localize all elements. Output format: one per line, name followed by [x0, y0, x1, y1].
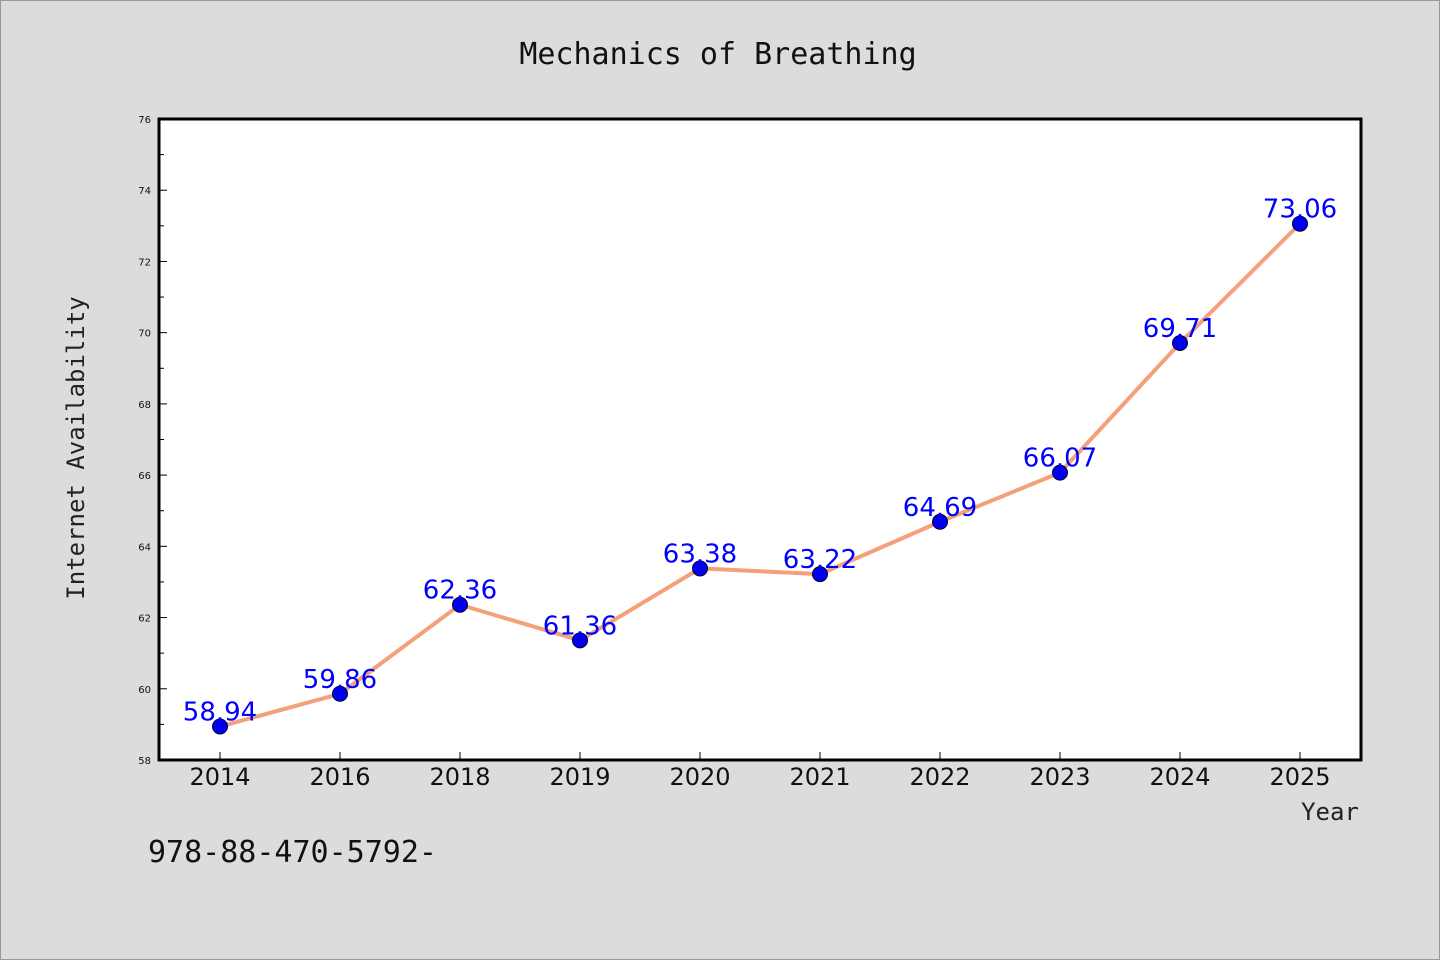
data-label: 63.22 [783, 545, 857, 575]
x-axis: 2014 2016 2018 2019 2020 2021 2022 2023 2024 2025 [189, 752, 1331, 791]
data-labels: 58.94 59.86 62.36 61.36 63.38 63.22 64.69 66.07… [183, 195, 1337, 728]
y-axis-label: Internet Availability [62, 296, 90, 599]
data-point [812, 566, 828, 583]
y-tick-label: 64 [138, 542, 151, 553]
data-point [932, 513, 948, 530]
data-label: 64.69 [903, 493, 977, 523]
y-axis: 58 60 62 64 66 68 70 72 74 76 [138, 115, 167, 767]
data-point [1172, 334, 1188, 351]
x-tick-label: 2016 [309, 763, 370, 791]
data-label: 73.06 [1263, 195, 1337, 225]
x-tick-label: 2025 [1269, 763, 1330, 791]
data-label: 62.36 [423, 576, 497, 606]
x-tick-label: 2021 [789, 763, 850, 791]
plot-area [157, 117, 1363, 762]
data-label: 58.94 [183, 698, 257, 728]
x-axis-label: Year [1301, 798, 1359, 826]
data-label: 63.38 [663, 539, 737, 569]
series-line-group [218, 221, 1302, 729]
chart-title: Mechanics of Breathing [519, 37, 916, 72]
y-tick-label: 76 [138, 115, 151, 126]
data-label: 66.07 [1023, 444, 1097, 474]
x-tick-label: 2023 [1029, 763, 1090, 791]
data-point [1292, 215, 1308, 232]
data-point [332, 685, 348, 702]
footer-text: 978-88-470-5792- [148, 835, 437, 870]
x-tick-label: 2020 [669, 763, 730, 791]
data-label: 69.71 [1143, 314, 1217, 344]
y-tick-label: 72 [138, 257, 151, 268]
y-tick-label: 68 [138, 400, 151, 411]
data-point [452, 596, 468, 613]
data-point [1052, 464, 1068, 481]
data-point [692, 560, 708, 577]
data-markers [212, 215, 1308, 735]
x-tick-label: 2018 [429, 763, 490, 791]
data-point [572, 632, 588, 649]
x-tick-label: 2019 [549, 763, 610, 791]
x-tick-label: 2022 [909, 763, 970, 791]
y-tick-label: 60 [138, 685, 151, 696]
x-tick-label: 2024 [1149, 763, 1210, 791]
y-tick-label: 58 [138, 756, 151, 767]
x-tick-label: 2014 [189, 763, 250, 791]
y-tick-label: 74 [138, 186, 151, 197]
data-point [212, 718, 228, 735]
series-line [218, 221, 1302, 729]
y-tick-label: 66 [138, 471, 151, 482]
data-label: 61.36 [543, 611, 617, 641]
y-tick-label: 70 [138, 329, 151, 340]
data-label: 59.86 [303, 665, 377, 695]
y-tick-label: 62 [138, 614, 151, 625]
